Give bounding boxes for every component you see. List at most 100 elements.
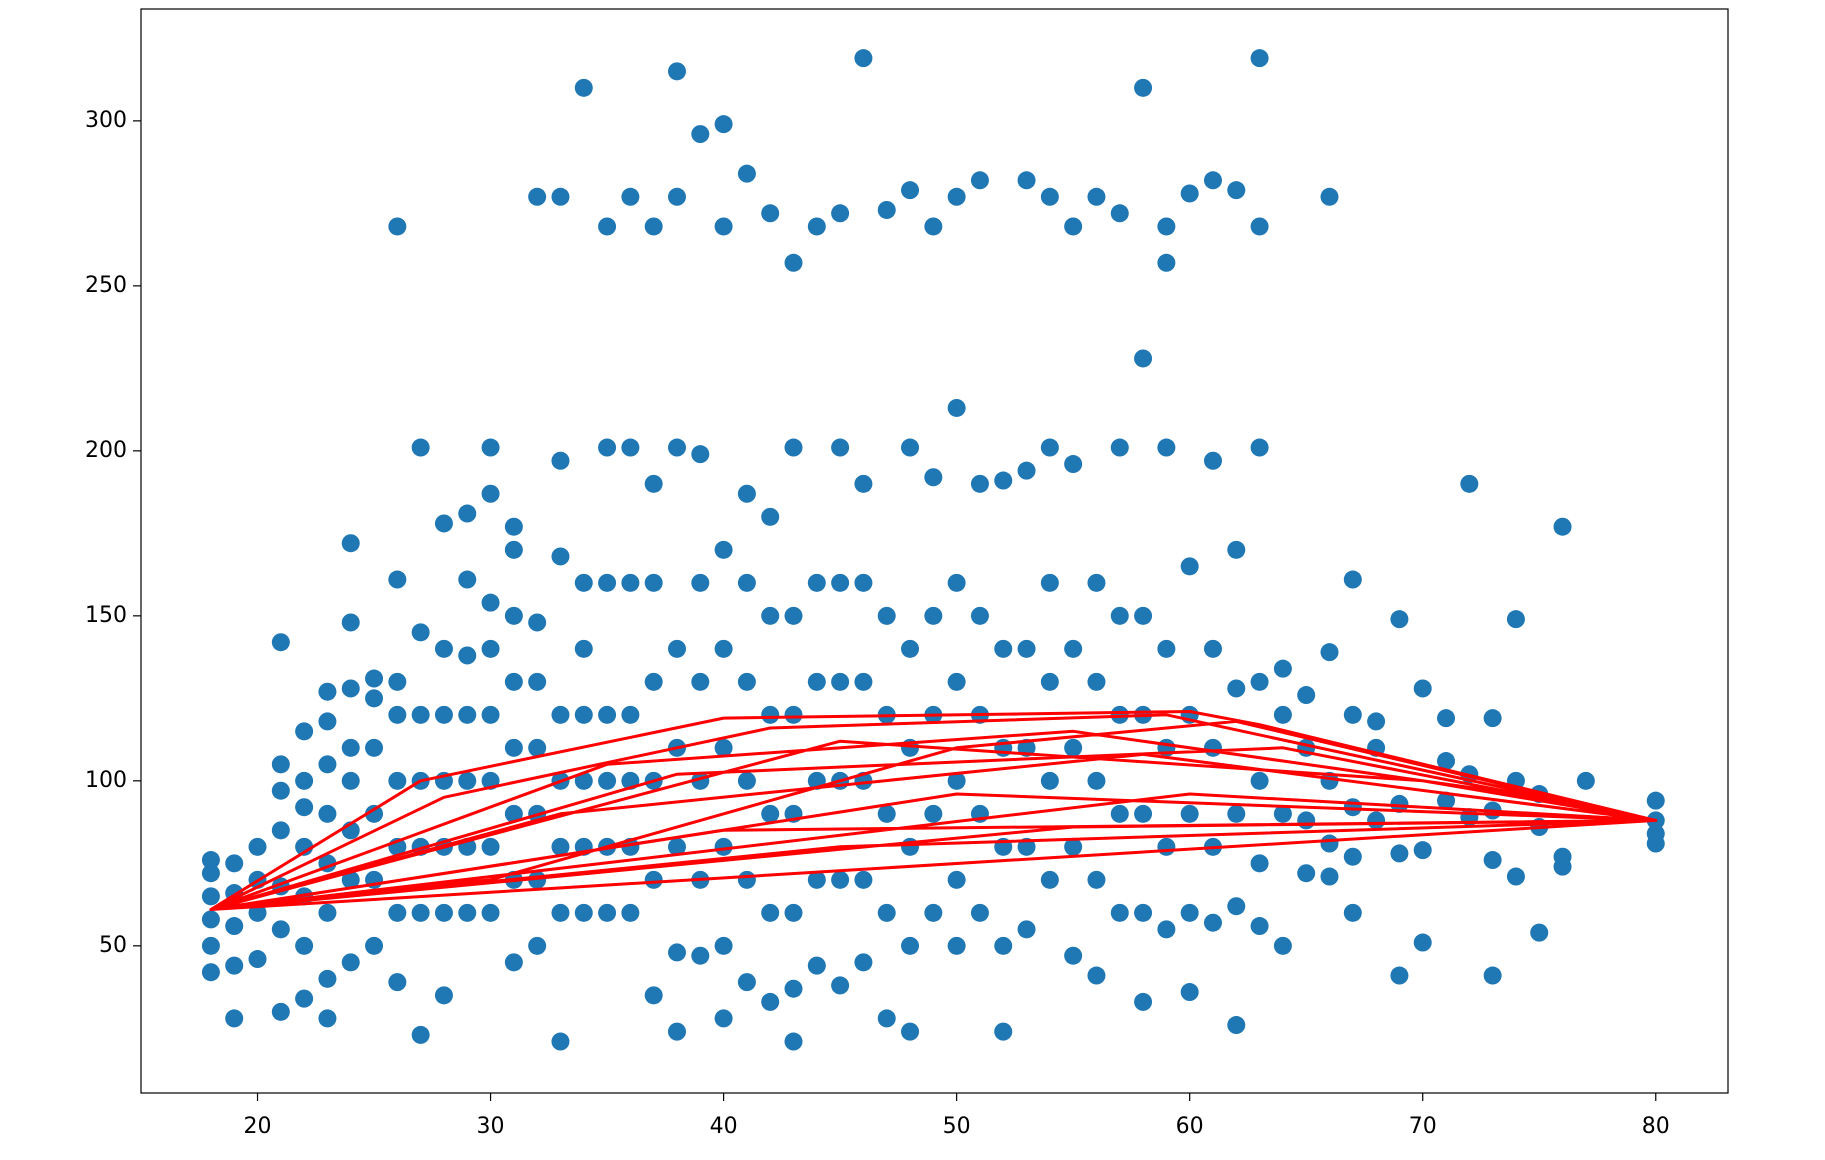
point bbox=[551, 1032, 570, 1051]
point bbox=[1460, 474, 1479, 493]
point bbox=[295, 936, 314, 955]
point bbox=[970, 606, 989, 625]
point bbox=[1553, 847, 1572, 866]
point bbox=[1134, 804, 1153, 823]
point bbox=[1157, 639, 1176, 658]
point bbox=[877, 804, 896, 823]
y-tick-label: 250 bbox=[85, 273, 127, 298]
point bbox=[1273, 659, 1292, 678]
point bbox=[598, 217, 617, 236]
point bbox=[481, 593, 500, 612]
point bbox=[388, 705, 407, 724]
point bbox=[1040, 438, 1059, 457]
point bbox=[761, 204, 780, 223]
point bbox=[1203, 913, 1222, 932]
point bbox=[528, 672, 547, 691]
point bbox=[667, 639, 686, 658]
point bbox=[1250, 854, 1269, 873]
point bbox=[854, 474, 873, 493]
point bbox=[807, 217, 826, 236]
point bbox=[1017, 920, 1036, 939]
point bbox=[1646, 791, 1665, 810]
point bbox=[1390, 610, 1409, 629]
point bbox=[1437, 791, 1456, 810]
point bbox=[504, 738, 523, 757]
point bbox=[1506, 610, 1525, 629]
point bbox=[1087, 771, 1106, 790]
point bbox=[877, 200, 896, 219]
point bbox=[504, 606, 523, 625]
point bbox=[667, 837, 686, 856]
point bbox=[1180, 804, 1199, 823]
point bbox=[1040, 870, 1059, 889]
point bbox=[365, 689, 384, 708]
point bbox=[1180, 184, 1199, 203]
point bbox=[388, 217, 407, 236]
point bbox=[551, 837, 570, 856]
point bbox=[574, 903, 593, 922]
point bbox=[481, 438, 500, 457]
point bbox=[644, 573, 663, 592]
point bbox=[1343, 847, 1362, 866]
point bbox=[621, 573, 640, 592]
point bbox=[737, 484, 756, 503]
point bbox=[1413, 841, 1432, 860]
point bbox=[737, 672, 756, 691]
point bbox=[1273, 804, 1292, 823]
point bbox=[901, 936, 920, 955]
point bbox=[1483, 851, 1502, 870]
point bbox=[1343, 903, 1362, 922]
point bbox=[598, 903, 617, 922]
point bbox=[761, 992, 780, 1011]
point bbox=[341, 679, 360, 698]
x-tick-label: 50 bbox=[943, 1114, 971, 1139]
point bbox=[714, 837, 733, 856]
point bbox=[901, 639, 920, 658]
point bbox=[365, 936, 384, 955]
point bbox=[504, 953, 523, 972]
point bbox=[714, 115, 733, 134]
point bbox=[225, 854, 244, 873]
point bbox=[225, 1009, 244, 1028]
point bbox=[1227, 897, 1246, 916]
x-tick-label: 60 bbox=[1176, 1114, 1204, 1139]
point bbox=[784, 438, 803, 457]
point bbox=[318, 903, 337, 922]
y-tick-label: 150 bbox=[85, 603, 127, 628]
point bbox=[947, 187, 966, 206]
point bbox=[551, 451, 570, 470]
point bbox=[737, 870, 756, 889]
point bbox=[1250, 217, 1269, 236]
point bbox=[1203, 639, 1222, 658]
point bbox=[854, 573, 873, 592]
point bbox=[714, 217, 733, 236]
point bbox=[947, 573, 966, 592]
point bbox=[1017, 639, 1036, 658]
point bbox=[388, 903, 407, 922]
point bbox=[1134, 903, 1153, 922]
point bbox=[574, 771, 593, 790]
fit-line bbox=[209, 710, 1658, 911]
point bbox=[295, 989, 314, 1008]
point bbox=[271, 1002, 290, 1021]
point bbox=[481, 639, 500, 658]
point bbox=[341, 771, 360, 790]
x-tick-label: 30 bbox=[477, 1114, 505, 1139]
point bbox=[411, 903, 430, 922]
point bbox=[1087, 870, 1106, 889]
point bbox=[1413, 933, 1432, 952]
point bbox=[784, 253, 803, 272]
point bbox=[504, 517, 523, 536]
point bbox=[458, 570, 477, 589]
y-tick-label: 100 bbox=[85, 768, 127, 793]
point bbox=[1367, 811, 1386, 830]
point bbox=[831, 438, 850, 457]
point bbox=[1483, 709, 1502, 728]
point bbox=[248, 950, 267, 969]
point bbox=[1297, 864, 1316, 883]
point bbox=[667, 62, 686, 81]
point bbox=[901, 1022, 920, 1041]
point bbox=[1134, 78, 1153, 97]
point bbox=[295, 771, 314, 790]
point bbox=[924, 903, 943, 922]
